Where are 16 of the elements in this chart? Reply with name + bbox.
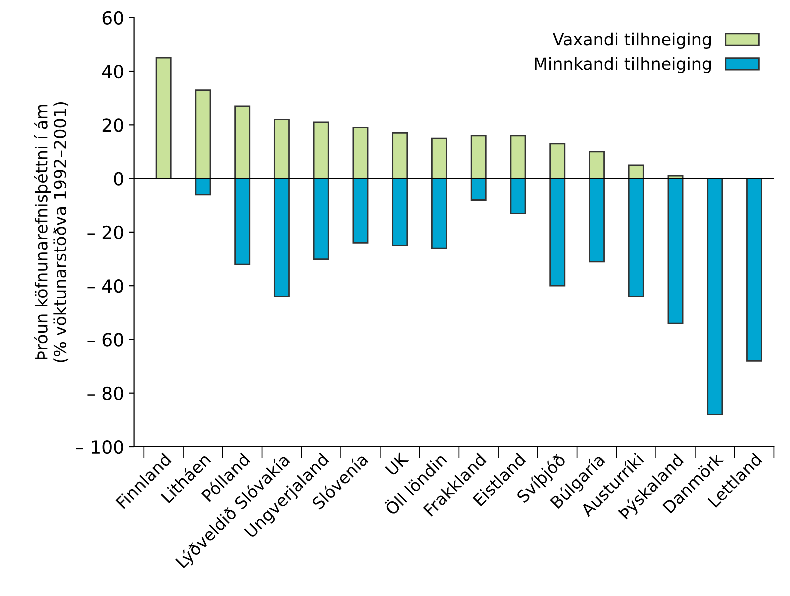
legend-label: Vaxandi tilhneiging — [553, 32, 712, 50]
legend-label: Minnkandi tilhneiging — [535, 57, 712, 74]
y-tick-label: 60 — [102, 11, 124, 25]
bar — [707, 178, 724, 416]
y-tick-label: – 20 — [88, 226, 124, 240]
y-tick-label: 0 — [114, 172, 124, 186]
bar — [156, 57, 172, 180]
y-axis-title: Þróun köfnunarefnisþéttni í ám (% vöktunarstöðva 1992–2001) — [34, 102, 69, 362]
y-tick-label: – 40 — [88, 280, 124, 294]
y-tick-label: – 80 — [88, 386, 124, 400]
y-tick-label: 40 — [102, 64, 124, 79]
y-tick-label: – 100 — [76, 440, 124, 454]
y-tick-label: 20 — [102, 118, 124, 132]
bar — [668, 178, 684, 324]
y-tick-label: – 60 — [88, 333, 124, 347]
bar — [746, 178, 762, 362]
